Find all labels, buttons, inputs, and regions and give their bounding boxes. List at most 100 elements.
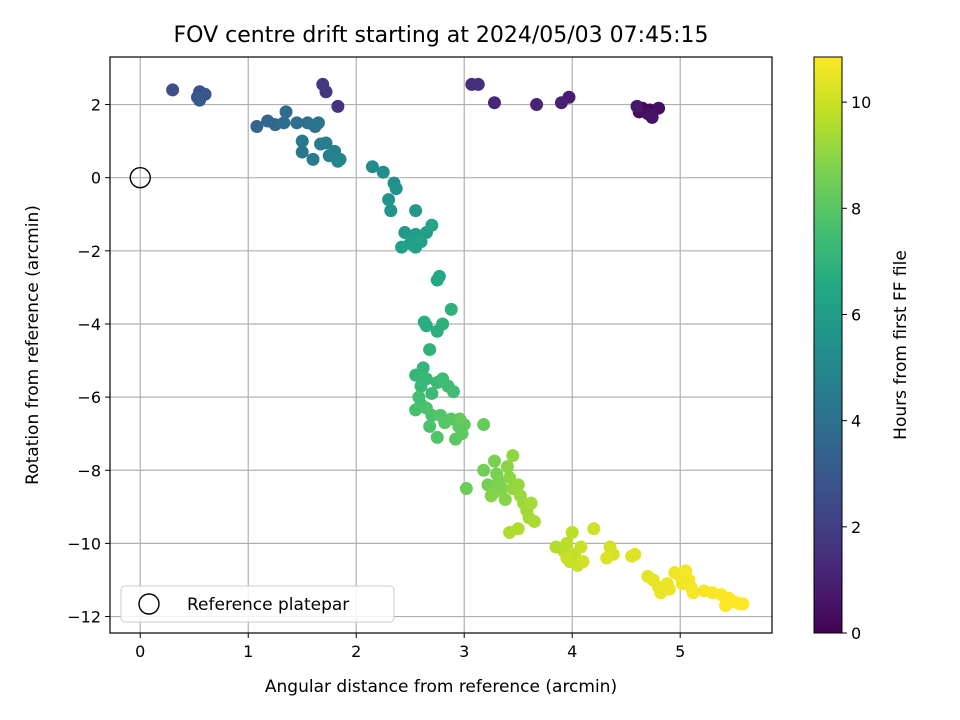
data-point bbox=[423, 419, 437, 433]
colorbar-tick-label: 4 bbox=[851, 412, 861, 431]
data-point bbox=[319, 136, 333, 150]
legend-reference-marker bbox=[138, 593, 160, 615]
data-point bbox=[506, 449, 520, 463]
data-point bbox=[395, 240, 409, 254]
x-tick-label: 5 bbox=[675, 642, 685, 661]
data-point bbox=[290, 116, 304, 130]
data-point bbox=[530, 98, 544, 112]
colorbar-tick-label: 2 bbox=[851, 518, 861, 537]
data-point bbox=[316, 77, 330, 91]
data-point bbox=[425, 218, 439, 232]
colorbar: 0 2 4 6 8 10 Hours from first FF file bbox=[813, 56, 911, 643]
y-tick-label: 2 bbox=[91, 96, 101, 115]
data-point bbox=[652, 101, 666, 115]
data-point bbox=[453, 412, 467, 426]
x-tick-label: 3 bbox=[459, 642, 469, 661]
data-point bbox=[425, 386, 439, 400]
x-tick-label: 0 bbox=[135, 642, 145, 661]
data-point bbox=[628, 547, 642, 561]
plot-frame bbox=[109, 56, 773, 634]
data-point bbox=[560, 551, 574, 565]
data-point bbox=[630, 99, 644, 113]
x-tick-label: 1 bbox=[243, 642, 253, 661]
data-point bbox=[471, 77, 485, 91]
colorbar-tick-label: 6 bbox=[851, 305, 861, 324]
data-point bbox=[166, 83, 180, 97]
colorbar-tick-label: 10 bbox=[851, 93, 871, 112]
data-point bbox=[459, 482, 473, 496]
data-point bbox=[498, 493, 512, 507]
legend: Reference platepar bbox=[120, 585, 395, 623]
y-tick-label: −6 bbox=[77, 388, 101, 407]
data-point bbox=[560, 536, 574, 550]
data-point bbox=[432, 269, 446, 283]
y-tick-label: −10 bbox=[67, 534, 101, 553]
data-point bbox=[295, 134, 309, 148]
data-point bbox=[600, 551, 614, 565]
data-point bbox=[511, 478, 525, 492]
data-point bbox=[277, 116, 291, 130]
data-point bbox=[384, 204, 398, 218]
data-point bbox=[409, 204, 423, 218]
data-point bbox=[477, 463, 491, 477]
x-axis-label: Angular distance from reference (arcmin) bbox=[265, 677, 617, 697]
data-point bbox=[382, 193, 396, 207]
data-point bbox=[446, 385, 460, 399]
y-tick-label: −4 bbox=[77, 315, 101, 334]
data-point bbox=[193, 93, 207, 107]
data-point bbox=[333, 152, 347, 166]
data-point bbox=[365, 160, 379, 174]
y-tick-label: −2 bbox=[77, 242, 101, 261]
data-point bbox=[500, 460, 514, 474]
data-point bbox=[331, 99, 345, 113]
data-point bbox=[419, 319, 433, 333]
legend-box bbox=[120, 585, 395, 623]
colorbar-gradient bbox=[813, 56, 843, 634]
colorbar-tick-label: 0 bbox=[851, 624, 861, 643]
data-point bbox=[250, 119, 264, 133]
data-point bbox=[376, 165, 390, 179]
reference-marker bbox=[129, 166, 151, 189]
data-point bbox=[487, 96, 501, 110]
y-tick-label: −12 bbox=[67, 608, 101, 627]
y-axis-ticks: −12 −10 −8 −6 −4 −2 0 2 bbox=[67, 96, 110, 627]
data-point bbox=[645, 110, 659, 124]
data-point bbox=[487, 454, 501, 468]
colorbar-ticks: 0 2 4 6 8 10 bbox=[842, 93, 871, 643]
plot-area: 0 1 2 3 4 5 −12 −10 −8 −6 −4 −2 0 2 bbox=[67, 56, 773, 661]
chart-title: FOV centre drift starting at 2024/05/03 … bbox=[174, 23, 709, 48]
data-point bbox=[576, 555, 590, 569]
data-point bbox=[736, 597, 750, 611]
data-point bbox=[503, 471, 517, 485]
data-point bbox=[565, 525, 579, 539]
y-tick-label: −8 bbox=[77, 461, 101, 480]
data-point bbox=[436, 317, 450, 331]
y-axis-label: Rotation from reference (arcmin) bbox=[23, 205, 43, 485]
data-point bbox=[444, 302, 458, 316]
y-tick-label: 0 bbox=[91, 169, 101, 188]
data-point bbox=[524, 496, 538, 510]
data-point bbox=[511, 522, 525, 536]
data-point bbox=[430, 430, 444, 444]
data-points bbox=[166, 77, 750, 613]
data-point bbox=[587, 522, 601, 536]
data-point bbox=[398, 226, 412, 240]
data-point bbox=[409, 403, 423, 417]
data-point bbox=[409, 368, 423, 382]
x-tick-label: 2 bbox=[351, 642, 361, 661]
data-point bbox=[662, 582, 676, 596]
colorbar-tick-label: 8 bbox=[851, 199, 861, 218]
data-point bbox=[306, 152, 320, 166]
reference-point bbox=[129, 166, 151, 189]
data-point bbox=[527, 514, 541, 528]
data-point bbox=[574, 540, 588, 554]
data-point bbox=[295, 145, 309, 159]
data-point bbox=[554, 96, 568, 110]
data-point bbox=[279, 105, 293, 119]
data-point bbox=[311, 116, 325, 130]
colorbar-label: Hours from first FF file bbox=[891, 250, 911, 440]
legend-label-reference: Reference platepar bbox=[187, 595, 349, 615]
data-point bbox=[423, 343, 437, 357]
x-axis-ticks: 0 1 2 3 4 5 bbox=[135, 633, 685, 661]
